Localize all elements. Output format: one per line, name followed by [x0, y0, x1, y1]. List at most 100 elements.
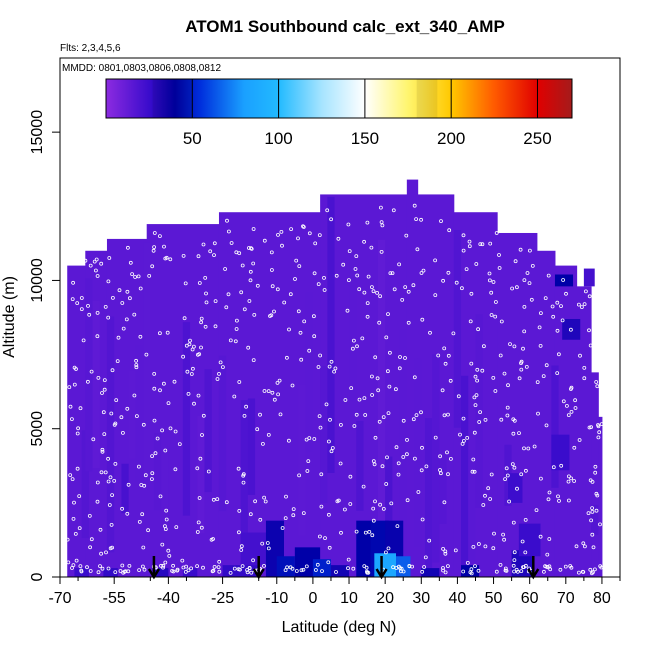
measurement-point — [483, 493, 487, 498]
measurement-point — [198, 456, 203, 461]
measurement-point — [530, 263, 535, 268]
envelope-column — [598, 416, 603, 577]
measurement-point — [365, 570, 370, 575]
measurement-point — [297, 264, 302, 269]
envelope-column — [406, 179, 419, 577]
measurement-point — [249, 246, 253, 251]
measurement-point — [589, 425, 593, 430]
measurement-point — [377, 320, 382, 325]
measurement-point — [143, 473, 148, 478]
heatmap-cell — [399, 329, 407, 570]
measurement-point — [590, 532, 595, 537]
measurement-point — [89, 369, 94, 374]
measurement-point — [595, 384, 600, 389]
measurement-point — [399, 566, 404, 571]
envelope-column — [591, 372, 599, 577]
measurement-point — [555, 300, 560, 305]
heatmap-cell — [182, 322, 191, 516]
measurement-point — [594, 491, 599, 496]
measurement-point — [544, 423, 549, 428]
measurement-point — [71, 517, 76, 521]
measurement-point — [362, 290, 367, 295]
measurement-point — [577, 570, 581, 575]
x-tick-label: 80 — [593, 590, 611, 607]
measurement-point — [150, 471, 155, 476]
measurement-point — [441, 566, 445, 570]
measurement-point — [272, 397, 277, 402]
measurement-point — [197, 281, 202, 285]
measurement-point — [327, 364, 332, 369]
measurement-point — [251, 261, 256, 266]
measurement-point — [297, 473, 302, 478]
measurement-point — [111, 295, 115, 300]
measurement-point — [165, 330, 170, 335]
measurement-point — [520, 539, 525, 544]
measurement-point — [469, 567, 474, 572]
measurement-point — [322, 288, 327, 292]
measurement-point — [341, 262, 346, 267]
measurement-point — [102, 432, 107, 437]
measurement-point — [161, 381, 166, 386]
plot-frame — [59, 57, 621, 578]
measurement-point — [258, 517, 263, 522]
measurement-point — [94, 268, 98, 273]
measurement-point — [186, 568, 191, 573]
heatmap-cell — [374, 553, 396, 577]
measurement-point — [367, 530, 372, 534]
measurement-point — [548, 567, 553, 572]
measurement-point — [136, 464, 141, 469]
measurement-point — [166, 548, 171, 553]
measurement-point — [397, 366, 402, 371]
measurement-point — [283, 568, 288, 572]
measurement-point — [96, 570, 101, 575]
measurement-point — [106, 566, 111, 571]
measurement-point — [276, 392, 281, 397]
measurement-point — [311, 314, 316, 319]
measurement-point — [106, 479, 111, 484]
measurement-point — [322, 275, 326, 280]
measurement-point — [149, 477, 154, 482]
measurement-point — [282, 300, 287, 305]
colorbar-tick-label: 250 — [523, 129, 551, 148]
measurement-point — [140, 512, 145, 517]
measurement-point — [166, 401, 171, 406]
measurement-point — [473, 564, 477, 568]
measurement-point — [284, 494, 288, 499]
measurement-point — [107, 256, 112, 260]
measurement-point — [588, 567, 593, 572]
measurement-point — [346, 278, 351, 283]
measurement-point — [556, 494, 560, 499]
measurement-point — [369, 285, 374, 290]
measurement-point — [481, 344, 486, 349]
measurement-point — [164, 517, 169, 522]
measurement-point — [153, 451, 158, 456]
measurement-point — [564, 291, 568, 296]
measurement-point — [414, 413, 419, 418]
measurement-point — [537, 325, 542, 330]
measurement-point — [504, 466, 509, 471]
measurement-point — [112, 478, 117, 483]
measurement-point — [396, 461, 401, 466]
measurement-point — [315, 562, 320, 567]
measurement-point — [65, 537, 70, 542]
measurement-point — [266, 432, 271, 437]
measurement-point — [167, 554, 172, 558]
heatmap-cell — [103, 568, 118, 577]
measurement-point — [379, 220, 384, 225]
measurement-point — [472, 469, 477, 474]
measurement-point — [419, 468, 424, 473]
x-axis-label: Latitude (deg N) — [282, 619, 397, 636]
measurement-point — [390, 271, 395, 276]
measurement-point — [189, 566, 194, 571]
measurement-point — [301, 567, 306, 572]
measurement-point — [474, 393, 479, 398]
measurement-point — [473, 403, 478, 408]
measurement-point — [411, 417, 416, 422]
measurement-point — [433, 435, 438, 440]
measurement-point — [469, 361, 474, 366]
measurement-point — [545, 552, 550, 557]
measurement-point — [568, 564, 573, 568]
measurement-point — [433, 293, 438, 298]
measurement-point — [113, 570, 118, 574]
measurement-point — [491, 375, 496, 380]
